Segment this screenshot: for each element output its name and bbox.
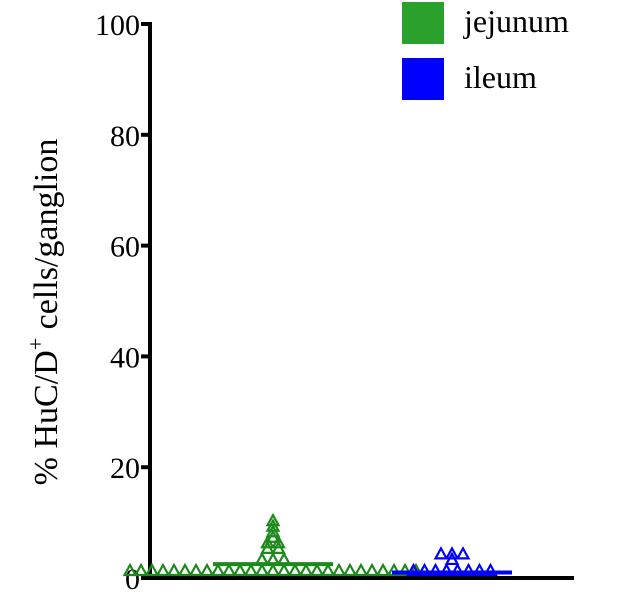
y-tick-label: 100 <box>95 9 140 42</box>
data-point <box>417 562 432 577</box>
data-series <box>122 512 512 577</box>
data-point <box>375 562 391 577</box>
y-axis-title-superscript: + <box>23 338 48 350</box>
data-point <box>243 562 259 577</box>
data-point <box>133 562 149 577</box>
series-ileum <box>392 546 512 577</box>
legend-swatch-ileum <box>402 58 444 100</box>
data-point <box>265 512 281 527</box>
legend: jejunum ileum <box>402 2 569 100</box>
data-point <box>455 546 471 560</box>
data-point <box>232 562 248 577</box>
data-point <box>433 546 449 560</box>
data-point <box>144 562 160 577</box>
data-point <box>342 562 358 577</box>
data-point <box>309 562 325 577</box>
legend-label-ileum: ileum <box>464 59 537 95</box>
data-point <box>298 562 314 577</box>
data-point <box>472 562 487 577</box>
data-point <box>386 562 402 577</box>
data-point <box>331 562 347 577</box>
y-ticks: 0 20 40 60 80 100 <box>95 9 150 596</box>
data-point <box>122 562 138 577</box>
data-point <box>406 562 421 577</box>
y-axis-title: % HuC/D+ cells/ganglion <box>23 139 65 486</box>
data-point <box>210 562 226 577</box>
y-tick-label: 60 <box>110 231 140 264</box>
data-point <box>397 562 413 577</box>
data-point <box>188 562 204 577</box>
data-point <box>320 562 336 577</box>
data-point <box>155 562 171 577</box>
data-point <box>439 562 454 577</box>
data-point <box>221 562 237 577</box>
data-point <box>276 562 292 577</box>
data-point <box>428 562 443 577</box>
data-point <box>199 562 215 577</box>
y-tick-label: 20 <box>110 452 140 485</box>
y-axis-title-suffix: cells/ganglion <box>28 139 65 338</box>
data-point <box>177 562 193 577</box>
data-point <box>265 562 281 577</box>
axes <box>148 22 574 580</box>
legend-swatch-jejunum <box>402 2 444 44</box>
legend-label-jejunum: jejunum <box>463 3 569 39</box>
data-point <box>364 562 380 577</box>
data-point <box>461 562 476 577</box>
data-point <box>444 546 460 560</box>
data-point <box>483 562 498 577</box>
data-point <box>254 562 270 577</box>
series-jejunum <box>122 512 424 577</box>
data-point <box>166 562 182 577</box>
y-tick-label: 0 <box>125 563 140 596</box>
y-tick-label: 80 <box>110 120 140 153</box>
data-point <box>450 562 465 577</box>
y-tick-label: 40 <box>110 341 140 374</box>
data-point <box>353 562 369 577</box>
data-point <box>287 562 303 577</box>
y-axis-title-main: % HuC/D <box>28 350 65 485</box>
